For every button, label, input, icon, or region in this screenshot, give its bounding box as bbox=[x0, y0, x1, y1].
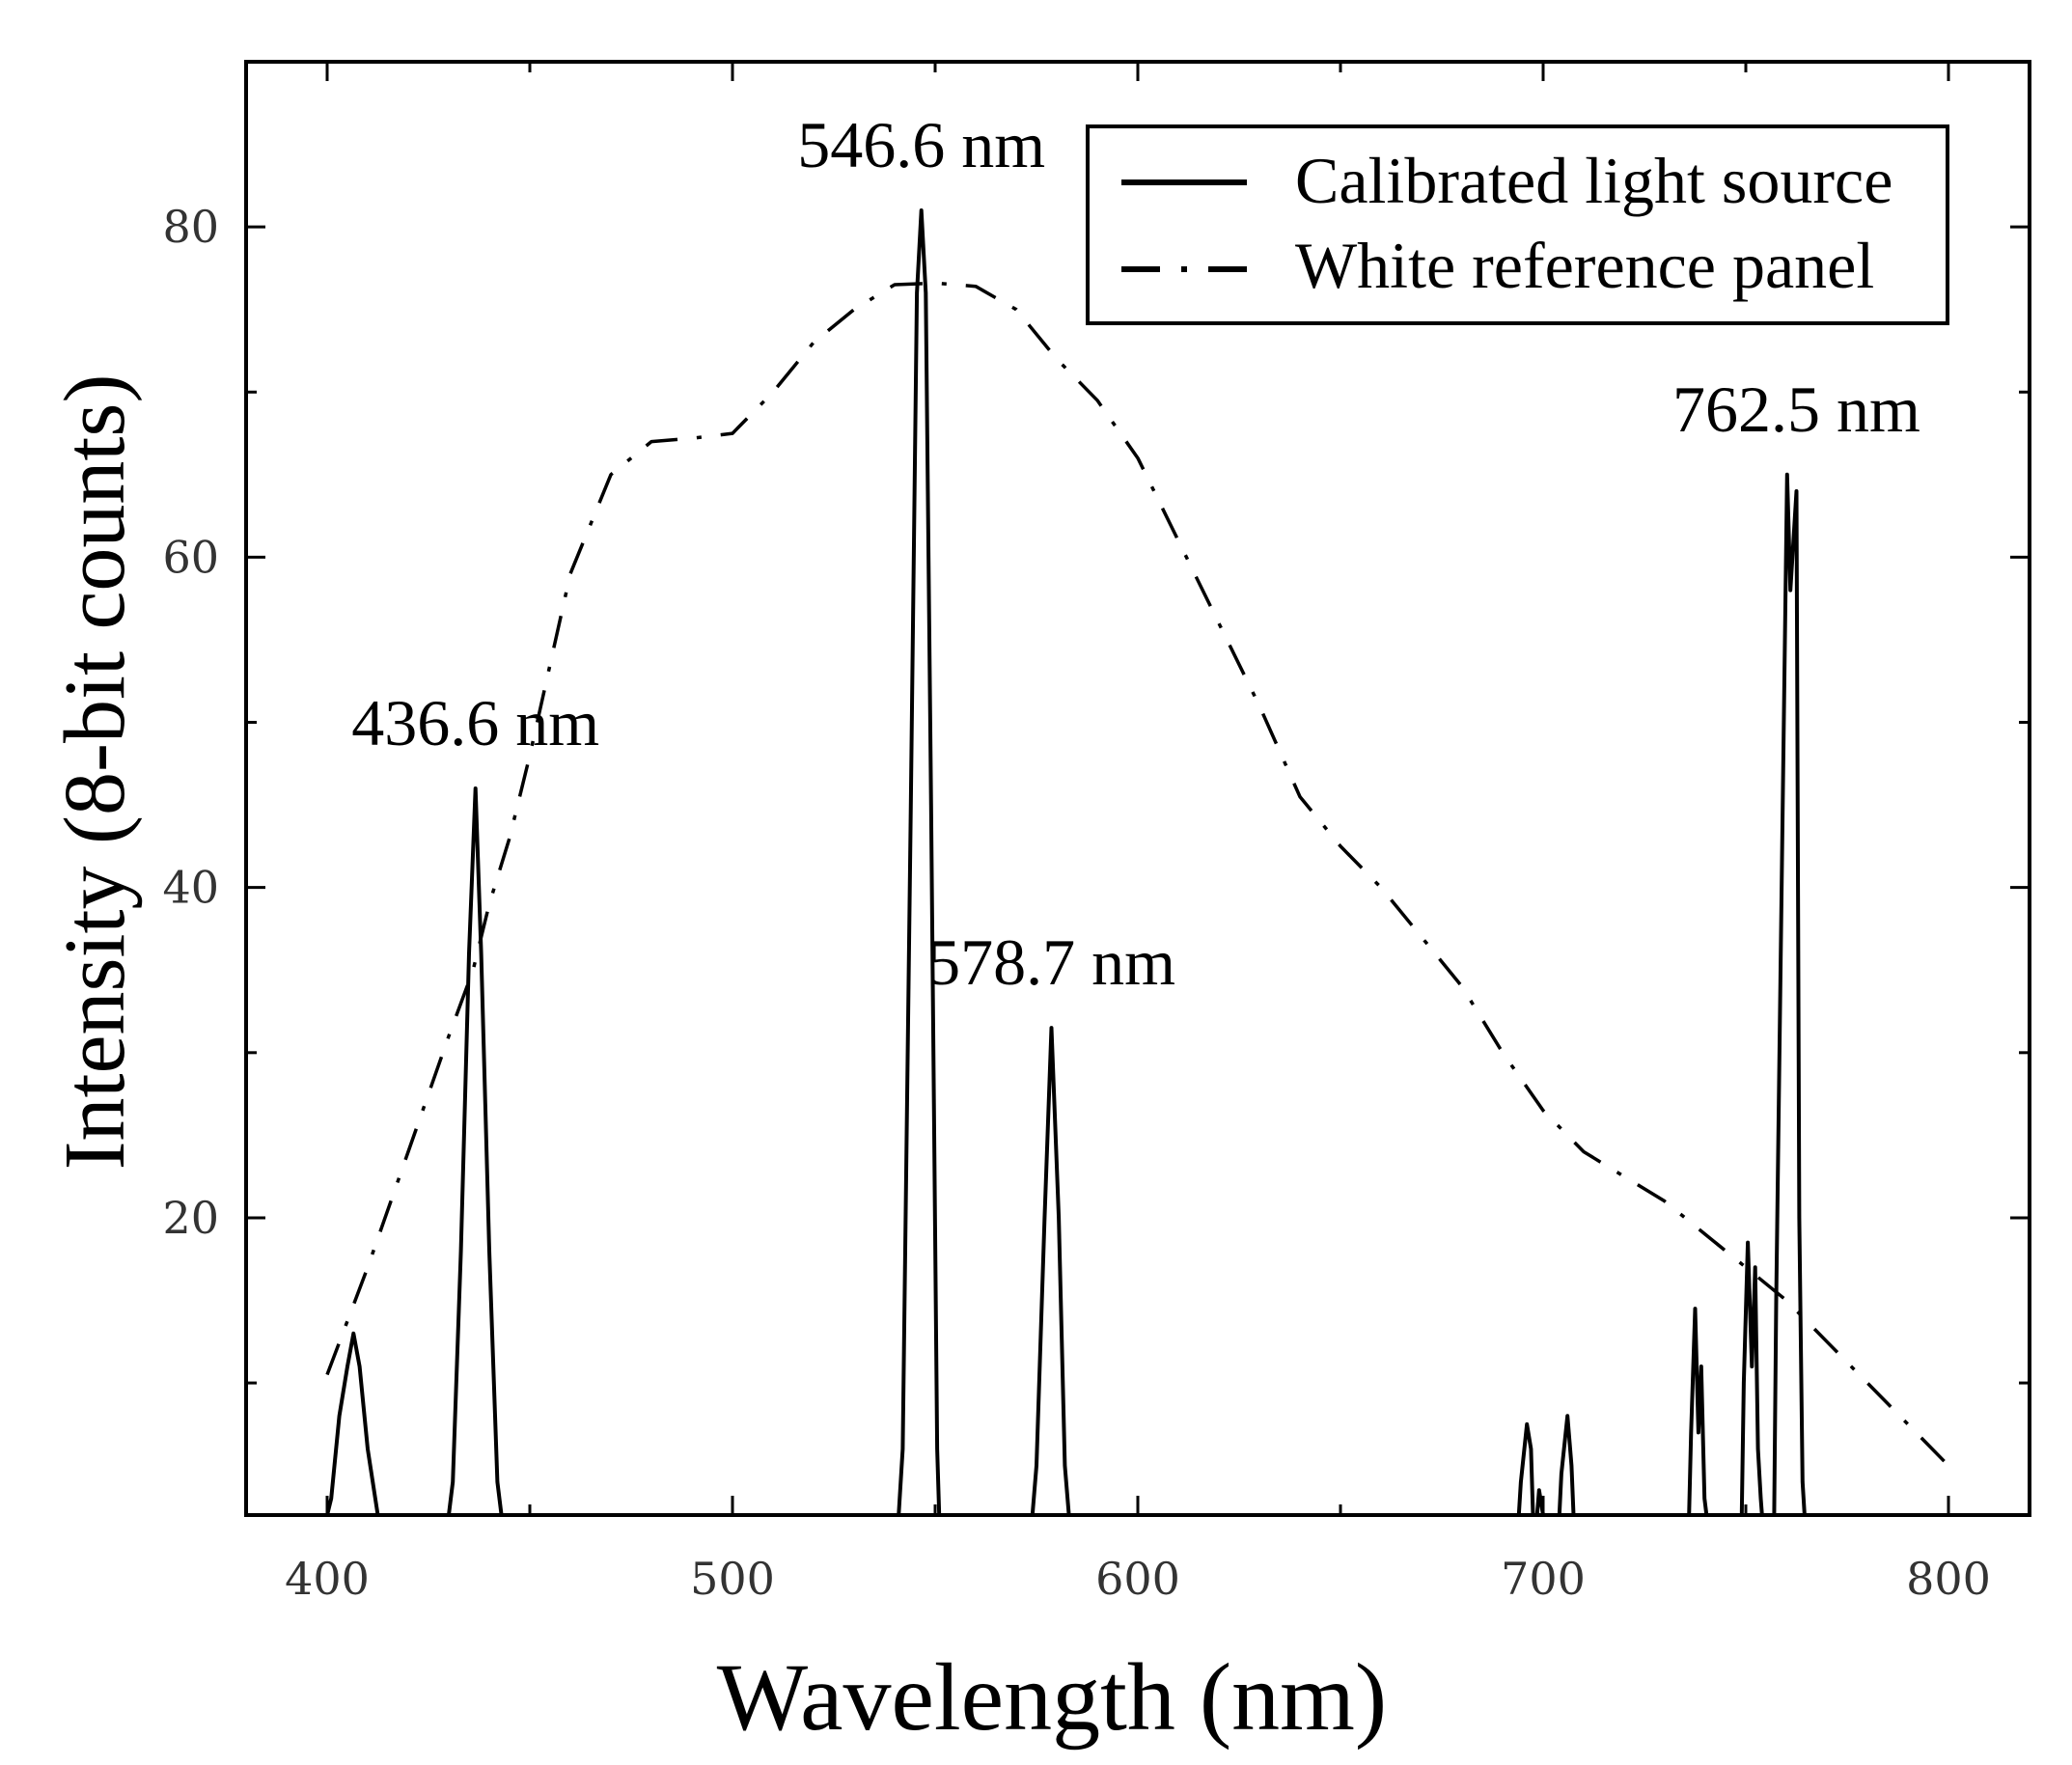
y-axis-title: Intensity (8-bit counts) bbox=[47, 374, 143, 1171]
y-tick-label: 40 bbox=[162, 862, 219, 914]
legend-label-calibrated: Calibrated light source bbox=[1295, 144, 1892, 217]
peak-label-1: 436.6 nm bbox=[351, 686, 599, 759]
x-tick-label: 500 bbox=[690, 1553, 775, 1605]
x-tick-label: 800 bbox=[1906, 1553, 1991, 1605]
y-tick-label: 20 bbox=[162, 1192, 219, 1244]
series-line-calibrated-light-source bbox=[325, 208, 1807, 1517]
y-tick-label: 80 bbox=[162, 201, 219, 253]
x-tick-label: 700 bbox=[1501, 1553, 1586, 1605]
legend-box bbox=[1086, 124, 1949, 325]
legend-label-white-reference: White reference panel bbox=[1295, 229, 1874, 302]
y-tick-label: 60 bbox=[162, 531, 219, 583]
axis-ticks: 400 500 600 700 800 20 40 60 80 bbox=[162, 62, 2030, 1605]
x-tick-label: 400 bbox=[285, 1553, 370, 1605]
plot-area: 436.6 nm 546.6 nm 578.7 nm 762.5 nm bbox=[325, 108, 1950, 1517]
x-tick-label: 600 bbox=[1095, 1553, 1180, 1605]
peak-label-4: 762.5 nm bbox=[1672, 372, 1920, 446]
peak-label-2: 546.6 nm bbox=[797, 108, 1045, 181]
x-axis-title: Wavelength (nm) bbox=[717, 1643, 1387, 1751]
series-line-white-reference-panel bbox=[325, 281, 1950, 1467]
legend: Calibrated light source White reference … bbox=[1086, 124, 1949, 325]
peak-label-3: 578.7 nm bbox=[927, 925, 1175, 999]
